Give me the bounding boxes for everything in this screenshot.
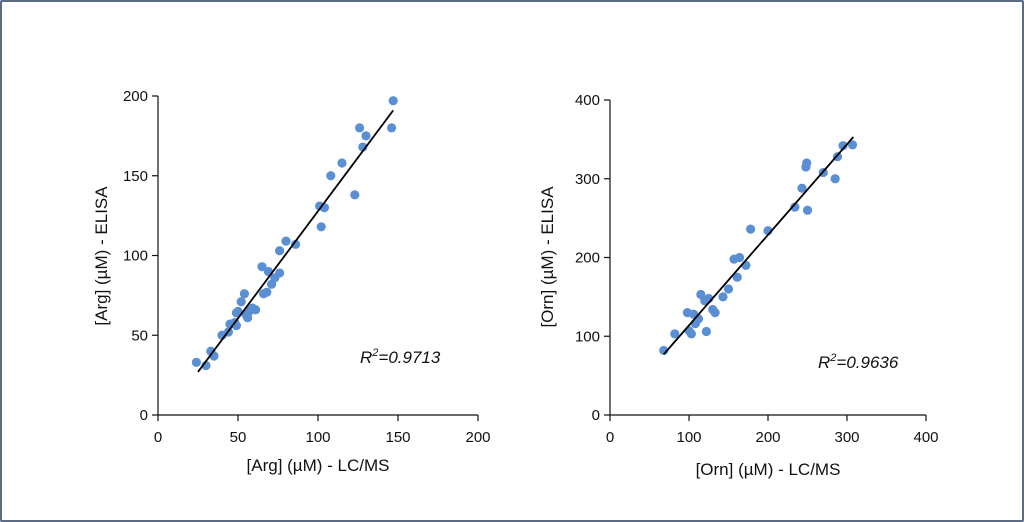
orn-data-point bbox=[732, 272, 742, 282]
arg-y-tick-label: 0 bbox=[140, 407, 148, 424]
arg-y-tick-label: 200 bbox=[123, 88, 148, 105]
orn-data-point bbox=[734, 252, 745, 263]
arg-data-point bbox=[387, 123, 397, 133]
orn-data-point bbox=[830, 174, 840, 184]
orn-data-point bbox=[718, 292, 728, 302]
orn-y-tick-label: 0 bbox=[592, 407, 600, 424]
arg-data-point bbox=[350, 190, 360, 200]
orn-x-tick-label: 200 bbox=[755, 429, 780, 446]
arg-data-point bbox=[236, 297, 246, 307]
orn-y-tick-label: 200 bbox=[575, 250, 600, 267]
orn-y-tick-label: 100 bbox=[575, 328, 600, 345]
arg-data-point bbox=[275, 268, 285, 278]
orn-data-point bbox=[847, 140, 858, 150]
orn-y-axis-title: [Orn] (µM) - ELISA bbox=[538, 186, 557, 328]
orn-x-tick-label: 300 bbox=[834, 429, 859, 446]
orn-y-tick-label: 300 bbox=[575, 171, 600, 188]
orn-data-point bbox=[670, 329, 680, 339]
orn-data-point bbox=[802, 158, 812, 168]
chart-arg: [Arg] (µM) - LC/MS [Arg] (µM) - ELISA R2… bbox=[92, 88, 491, 475]
orn-x-tick-label: 100 bbox=[676, 429, 701, 446]
arg-data-point bbox=[355, 123, 365, 133]
orn-data-point bbox=[746, 224, 756, 234]
orn-data-point bbox=[686, 329, 696, 339]
arg-x-tick-label: 50 bbox=[230, 429, 247, 446]
orn-regression-line bbox=[663, 136, 854, 355]
arg-data-point bbox=[239, 289, 249, 299]
arg-data-point bbox=[251, 305, 261, 315]
orn-data-point bbox=[723, 284, 734, 294]
arg-r-squared-annotation: R2=0.9713 bbox=[360, 347, 441, 367]
orn-data-point bbox=[797, 183, 807, 193]
arg-data-point bbox=[257, 262, 267, 272]
arg-x-tick-label: 150 bbox=[385, 429, 410, 446]
arg-data-point bbox=[361, 131, 371, 141]
orn-data-point bbox=[701, 326, 711, 337]
orn-data-point bbox=[838, 141, 848, 151]
arg-y-tick-label: 150 bbox=[123, 168, 148, 185]
arg-data-point bbox=[316, 222, 326, 232]
chart-orn: [Orn] (µM) - LC/MS [Orn] (µM) - ELISA R2… bbox=[538, 92, 939, 479]
orn-data-point bbox=[802, 205, 813, 215]
arg-data-point bbox=[275, 246, 285, 256]
orn-data-point bbox=[741, 260, 751, 270]
orn-data-point bbox=[790, 202, 800, 212]
arg-x-tick-label: 200 bbox=[465, 429, 490, 446]
orn-data-point bbox=[710, 308, 720, 318]
arg-data-point bbox=[337, 158, 347, 168]
orn-y-tick-label: 400 bbox=[575, 92, 600, 109]
arg-data-point bbox=[291, 239, 301, 249]
orn-x-tick-label: 0 bbox=[606, 429, 614, 446]
arg-regression-line bbox=[197, 109, 394, 373]
orn-x-tick-label: 400 bbox=[913, 429, 938, 446]
arg-x-axis-title: [Arg] (µM) - LC/MS bbox=[247, 456, 390, 475]
arg-data-point bbox=[281, 236, 291, 246]
arg-data-point bbox=[233, 306, 243, 316]
arg-data-point bbox=[262, 287, 272, 297]
arg-data-point bbox=[191, 357, 201, 367]
arg-x-tick-label: 100 bbox=[305, 429, 330, 446]
arg-y-axis-title: [Arg] (µM) - ELISA bbox=[92, 186, 111, 326]
orn-x-axis-title: [Orn] (µM) - LC/MS bbox=[696, 460, 841, 479]
arg-data-point bbox=[388, 96, 398, 106]
orn-r-squared-annotation: R2=0.9636 bbox=[818, 352, 899, 372]
arg-y-tick-label: 100 bbox=[123, 248, 148, 265]
arg-x-tick-label: 0 bbox=[154, 429, 162, 446]
arg-y-tick-label: 50 bbox=[131, 327, 148, 344]
arg-data-point bbox=[326, 171, 336, 181]
